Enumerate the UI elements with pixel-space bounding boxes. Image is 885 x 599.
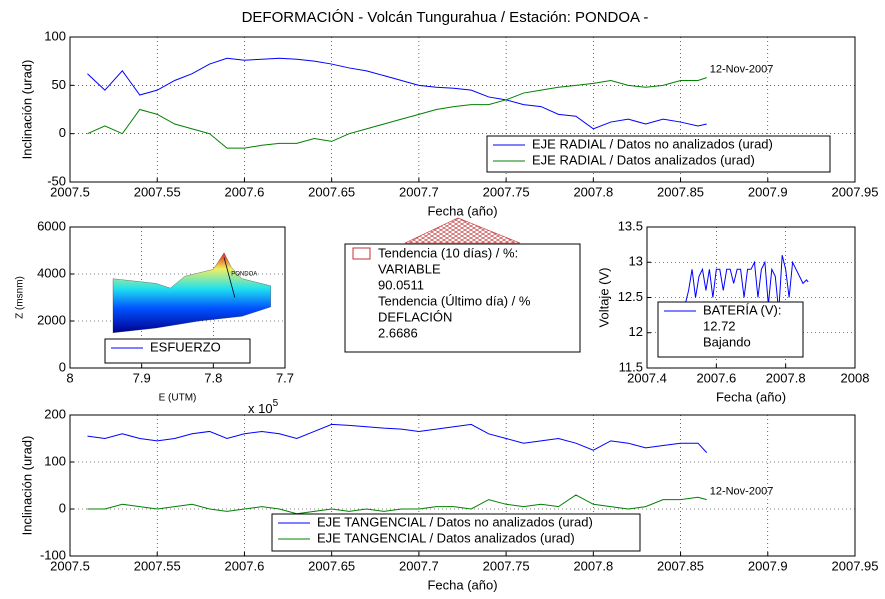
data-line bbox=[87, 494, 707, 515]
figure-title: DEFORMACIÓN - Volcán Tungurahua / Estaci… bbox=[242, 9, 649, 26]
multiplier-base: x 10 bbox=[248, 401, 273, 416]
x-tick-label: 2007.75 bbox=[483, 184, 530, 199]
x-tick-label: 2007.6 bbox=[225, 558, 265, 573]
x-tick-label: 2008 bbox=[841, 370, 870, 385]
annotation: 12-Nov-2007 bbox=[710, 64, 774, 76]
data-line bbox=[87, 77, 707, 149]
y-tick-label: 12.5 bbox=[618, 289, 643, 304]
legend-swatch bbox=[352, 247, 371, 260]
chart: 8 7.9 7.8 7.7 0 2000 4000 6000 E (UTM) Z (msnm) x … bbox=[15, 218, 294, 416]
x-tick-label: 2007.55 bbox=[134, 558, 181, 573]
x-tick-label: 2007.7 bbox=[399, 184, 439, 199]
info-line: VARIABLE bbox=[378, 261, 441, 276]
legend-frame bbox=[486, 135, 831, 173]
x-tick-label: 2007.55 bbox=[134, 184, 181, 199]
x-tick-label: 2007.6 bbox=[225, 184, 265, 199]
x-tick-label: 8 bbox=[66, 370, 73, 385]
x-tick-label: 2007.95 bbox=[832, 558, 879, 573]
legend-frame bbox=[104, 338, 251, 364]
multiplier-exponent: 5 bbox=[273, 398, 279, 409]
x-tick-label: 2007.65 bbox=[308, 558, 355, 573]
y-tick-label: 13 bbox=[629, 254, 643, 269]
x-tick-label: 2007.5 bbox=[50, 184, 90, 199]
y-tick-label: 100 bbox=[44, 28, 66, 43]
x-tick-label: 7.7 bbox=[276, 370, 294, 385]
y-tick-label: 50 bbox=[52, 77, 66, 92]
y-axis-label: Voltaje (V) bbox=[596, 268, 611, 328]
x-tick-label: 2007.7 bbox=[399, 558, 439, 573]
y-axis-label: Z (msnm) bbox=[15, 276, 26, 319]
y-tick-label: 200 bbox=[44, 406, 66, 421]
x-axis-label: Fecha (año) bbox=[716, 389, 786, 404]
info-line: 2.6686 bbox=[378, 325, 418, 340]
y-tick-label: 2000 bbox=[37, 312, 66, 327]
x-tick-label: 2007.4 bbox=[627, 370, 667, 385]
y-tick-label: 6000 bbox=[37, 218, 66, 233]
y-tick-label: -50 bbox=[47, 173, 66, 188]
legend-label: EJE TANGENCIAL / Datos analizados (urad) bbox=[317, 530, 575, 545]
y-tick-label: 100 bbox=[44, 453, 66, 468]
data-line bbox=[87, 423, 708, 453]
x-tick-label: 2007.8 bbox=[573, 184, 613, 199]
legend-label: EJE RADIAL / Datos no analizados (urad) bbox=[532, 136, 773, 151]
x-tick-label: 2007.75 bbox=[483, 558, 530, 573]
x-tick-label: 2007.65 bbox=[308, 184, 355, 199]
info-line: Tendencia (Último día) / % bbox=[378, 293, 531, 308]
chart: 2007.4 2007.6 2007.8 2008 11.5 12 12.5 13 13.5 Fe… bbox=[596, 218, 869, 404]
chart: 2007.5 2007.55 2007.6 2007.65 2007.7 2007.75 2… bbox=[19, 406, 878, 592]
legend-label: EJE TANGENCIAL / Datos no analizados (ur… bbox=[317, 514, 593, 529]
x-tick-label: 2007.9 bbox=[748, 184, 788, 199]
x-tick-label: 2007.5 bbox=[50, 558, 90, 573]
x-tick-label: 7.9 bbox=[133, 370, 151, 385]
surface-decoration bbox=[112, 252, 271, 333]
info-frame bbox=[344, 243, 581, 353]
y-tick-label: 0 bbox=[59, 500, 66, 515]
legend-status: Bajando bbox=[703, 334, 751, 349]
y-tick-label: 13.5 bbox=[618, 218, 643, 233]
data-line bbox=[684, 255, 809, 312]
annotation: 12-Nov-2007 bbox=[710, 486, 774, 498]
info-legend: Tendencia (10 días) / %: bbox=[378, 245, 518, 260]
data-line bbox=[87, 57, 707, 130]
x-axis-label: Fecha (año) bbox=[427, 577, 497, 592]
x-axis-label: Fecha (año) bbox=[427, 203, 497, 218]
x-tick-label: 2007.85 bbox=[657, 558, 704, 573]
y-tick-label: 12 bbox=[629, 324, 643, 339]
x-tick-label: 7.8 bbox=[204, 370, 222, 385]
info-box: Tendencia (10 días) / %: VARIABLE 90.051… bbox=[344, 217, 581, 353]
chart: 2007.5 2007.55 2007.6 2007.65 2007.7 2007.75 2… bbox=[19, 28, 878, 218]
x-tick-label: 2007.95 bbox=[832, 184, 879, 199]
info-line: DEFLACIÓN bbox=[378, 309, 452, 324]
legend-status: 12.72 bbox=[703, 318, 736, 333]
mesh-decoration bbox=[404, 217, 521, 244]
charts: 2007.5 2007.55 2007.6 2007.65 2007.7 2007.75 2… bbox=[15, 28, 879, 592]
x-axis-label: E (UTM) bbox=[159, 393, 197, 404]
y-tick-label: -100 bbox=[40, 547, 66, 562]
y-tick-label: 0 bbox=[59, 125, 66, 140]
x-tick-label: 2007.9 bbox=[748, 558, 788, 573]
info-line: 90.0511 bbox=[378, 277, 424, 292]
legend-frame bbox=[271, 513, 641, 552]
x-tick-label: 2007.6 bbox=[696, 370, 736, 385]
station-line bbox=[223, 257, 236, 298]
y-axis-label: Inclinación (urad) bbox=[19, 60, 34, 160]
y-axis-label: Inclinación (urad) bbox=[19, 436, 34, 536]
x-tick-label: 2007.8 bbox=[573, 558, 613, 573]
y-tick-label: 11.5 bbox=[619, 359, 643, 374]
annotation: PONDOA bbox=[231, 272, 257, 278]
x-multiplier: x 105 bbox=[248, 398, 279, 417]
x-tick-label: 2007.8 bbox=[766, 370, 806, 385]
legend-label: EJE RADIAL / Datos analizados (urad) bbox=[532, 152, 755, 167]
legend-label: BATERÍA (V): bbox=[703, 302, 782, 317]
y-tick-label: 4000 bbox=[37, 265, 66, 280]
y-tick-label: 0 bbox=[59, 359, 66, 374]
legend-label: ESFUERZO bbox=[150, 339, 221, 354]
x-tick-label: 2007.85 bbox=[657, 184, 704, 199]
